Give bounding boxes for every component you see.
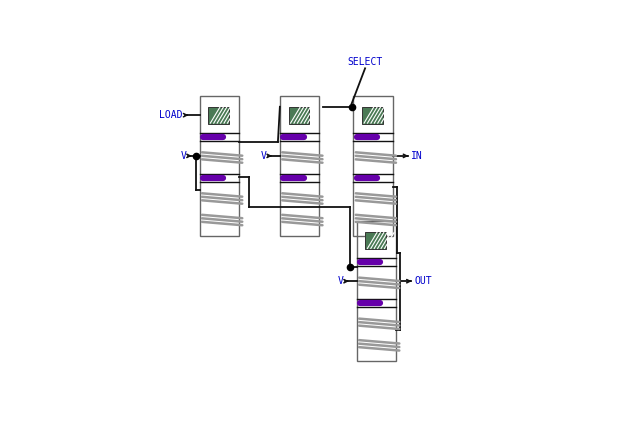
Bar — [200, 95, 239, 236]
Text: V: V — [337, 276, 344, 286]
Bar — [209, 107, 229, 124]
Text: OUT: OUT — [415, 276, 432, 286]
Text: IN: IN — [412, 151, 423, 161]
Bar — [356, 221, 396, 361]
Text: V: V — [260, 151, 266, 161]
Text: LOAD: LOAD — [159, 110, 183, 120]
Bar — [362, 107, 383, 124]
Text: SELECT: SELECT — [348, 57, 383, 67]
Text: V: V — [180, 151, 186, 161]
Bar — [280, 95, 319, 236]
Bar — [289, 107, 309, 124]
Bar — [353, 95, 393, 236]
Bar — [365, 232, 386, 249]
